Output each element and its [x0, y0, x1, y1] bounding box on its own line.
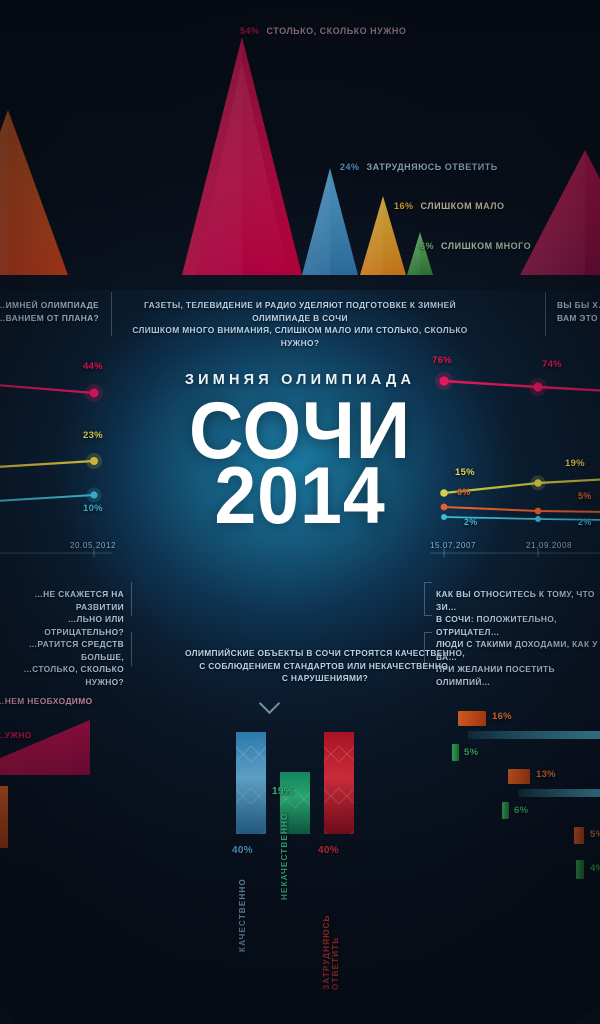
vignette-overlay: [0, 0, 600, 1024]
infographic-canvas: 54%СТОЛЬКО, СКОЛЬКО НУЖНО 24%ЗАТРУДНЯЮСЬ…: [0, 0, 600, 1024]
noise-overlay: [0, 0, 600, 1024]
